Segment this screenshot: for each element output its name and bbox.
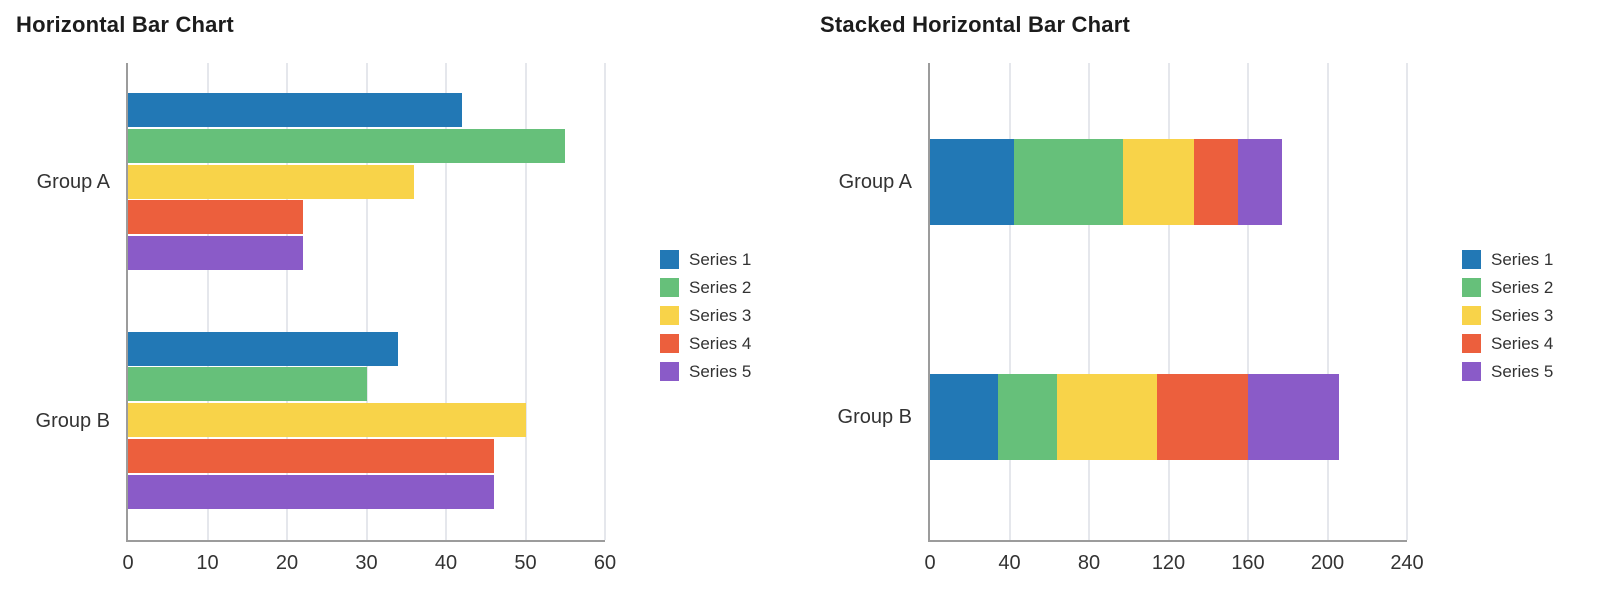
legend-label: Series 1	[1491, 250, 1554, 269]
legend-item-series-5[interactable]: Series 5	[660, 362, 751, 381]
gridline	[1088, 63, 1090, 540]
legend-label: Series 2	[689, 278, 752, 297]
x-tick-label-20: 20	[275, 552, 299, 574]
x-tick-label-160: 160	[1231, 552, 1265, 574]
y-category-label-group-a: Group A	[36, 171, 110, 193]
segment-group-b-series-5[interactable]	[1248, 374, 1340, 460]
x-tick-label-200: 200	[1310, 552, 1345, 574]
legend-swatch-series-5	[660, 362, 679, 381]
legend-item-series-3[interactable]: Series 3	[660, 306, 751, 325]
legend-swatch-series-4	[1462, 334, 1481, 353]
segment-group-a-series-5[interactable]	[1238, 139, 1282, 225]
x-tick-label-0: 0	[122, 552, 134, 574]
bar-group-a-series-1[interactable]	[128, 93, 462, 127]
gridline	[1406, 63, 1408, 540]
legend-label: Series 4	[689, 334, 752, 353]
legend-label: Series 5	[689, 362, 752, 381]
legend-item-series-1[interactable]: Series 1	[1462, 250, 1553, 269]
chart-title: Stacked Horizontal Bar Chart	[820, 12, 1131, 37]
gridline	[206, 63, 209, 540]
bar-group-a-series-4[interactable]	[128, 200, 303, 235]
legend-swatch-series-3	[1462, 306, 1481, 325]
legend-item-series-5[interactable]: Series 5	[1462, 362, 1553, 381]
bar-group-a-series-3[interactable]	[128, 164, 415, 199]
x-tick-label-50: 50	[514, 552, 537, 574]
gridline	[524, 63, 527, 540]
y-category-label-group-b: Group B	[35, 409, 110, 432]
legend-label: Series 5	[1491, 362, 1554, 381]
legend-item-series-2[interactable]: Series 2	[1462, 278, 1553, 297]
legend-swatch-series-5	[1462, 362, 1481, 381]
segment-group-b-series-1[interactable]	[930, 374, 998, 460]
x-tick-label-40: 40	[434, 552, 458, 574]
bar-group-b-series-3[interactable]	[128, 403, 526, 438]
legend-label: Series 2	[1491, 278, 1554, 297]
plot-area: 0 10 20 30 40 50 60	[122, 63, 616, 574]
legend-label: Series 3	[1491, 306, 1554, 325]
x-tick-label-0: 0	[924, 552, 936, 574]
legend-swatch-series-2	[660, 278, 679, 297]
bar-group-a-series-2[interactable]	[128, 128, 566, 163]
x-tick-label-30: 30	[355, 552, 378, 574]
y-category-label-group-a: Group A	[838, 171, 912, 193]
gridline	[445, 63, 447, 540]
legend-swatch-series-1	[1462, 250, 1481, 269]
segment-group-b-series-3[interactable]	[1057, 374, 1157, 460]
chart-title: Horizontal Bar Chart	[16, 12, 234, 37]
gridline	[1247, 63, 1249, 540]
gridline	[286, 63, 288, 540]
legend-swatch-series-4	[660, 334, 679, 353]
legend-swatch-series-2	[1462, 278, 1481, 297]
x-tick-label-60: 60	[593, 552, 617, 574]
legend: Series 1 Series 2 Series 3 Series 4 Series 5	[660, 250, 751, 381]
bar-group-b-series-1[interactable]	[128, 331, 399, 366]
x-tick-label-40: 40	[998, 552, 1021, 574]
bar-group-b-series-5[interactable]	[128, 474, 494, 509]
segment-group-b-series-2[interactable]	[997, 374, 1058, 460]
legend-label: Series 3	[689, 306, 752, 325]
segment-group-a-series-2[interactable]	[1013, 139, 1123, 225]
x-tick-label-10: 10	[196, 552, 219, 574]
legend-item-series-2[interactable]: Series 2	[660, 278, 751, 297]
gridline	[1326, 63, 1329, 540]
x-tick-label-120: 120	[1151, 552, 1186, 574]
gridline	[365, 63, 368, 540]
legend-item-series-3[interactable]: Series 3	[1462, 306, 1553, 325]
bar-group-a-series-5[interactable]	[128, 236, 303, 271]
legend: Series 1 Series 2 Series 3 Series 4 Series 5	[1462, 250, 1553, 381]
segment-group-a-series-1[interactable]	[930, 139, 1014, 225]
y-category-label-group-b: Group B	[837, 406, 912, 428]
gridline	[1167, 63, 1170, 540]
plot-area: 0 40 80 120 160 200 240	[924, 63, 1424, 574]
legend-swatch-series-3	[660, 306, 679, 325]
x-tick-label-240: 240	[1390, 552, 1424, 574]
legend-label: Series 4	[1491, 334, 1554, 353]
gridline	[604, 63, 606, 540]
bar-group-b-series-2[interactable]	[128, 367, 367, 402]
legend-item-series-4[interactable]: Series 4	[1462, 334, 1553, 353]
legend-item-series-1[interactable]: Series 1	[660, 250, 751, 269]
segment-group-b-series-4[interactable]	[1156, 374, 1248, 460]
x-tick-label-80: 80	[1077, 552, 1101, 574]
segment-group-a-series-3[interactable]	[1122, 139, 1195, 225]
segment-group-a-series-4[interactable]	[1194, 139, 1238, 225]
gridline	[1008, 63, 1011, 540]
legend-item-series-4[interactable]: Series 4	[660, 334, 751, 353]
legend-label: Series 1	[689, 250, 752, 269]
legend-swatch-series-1	[660, 250, 679, 269]
bar-group-b-series-4[interactable]	[128, 438, 494, 473]
